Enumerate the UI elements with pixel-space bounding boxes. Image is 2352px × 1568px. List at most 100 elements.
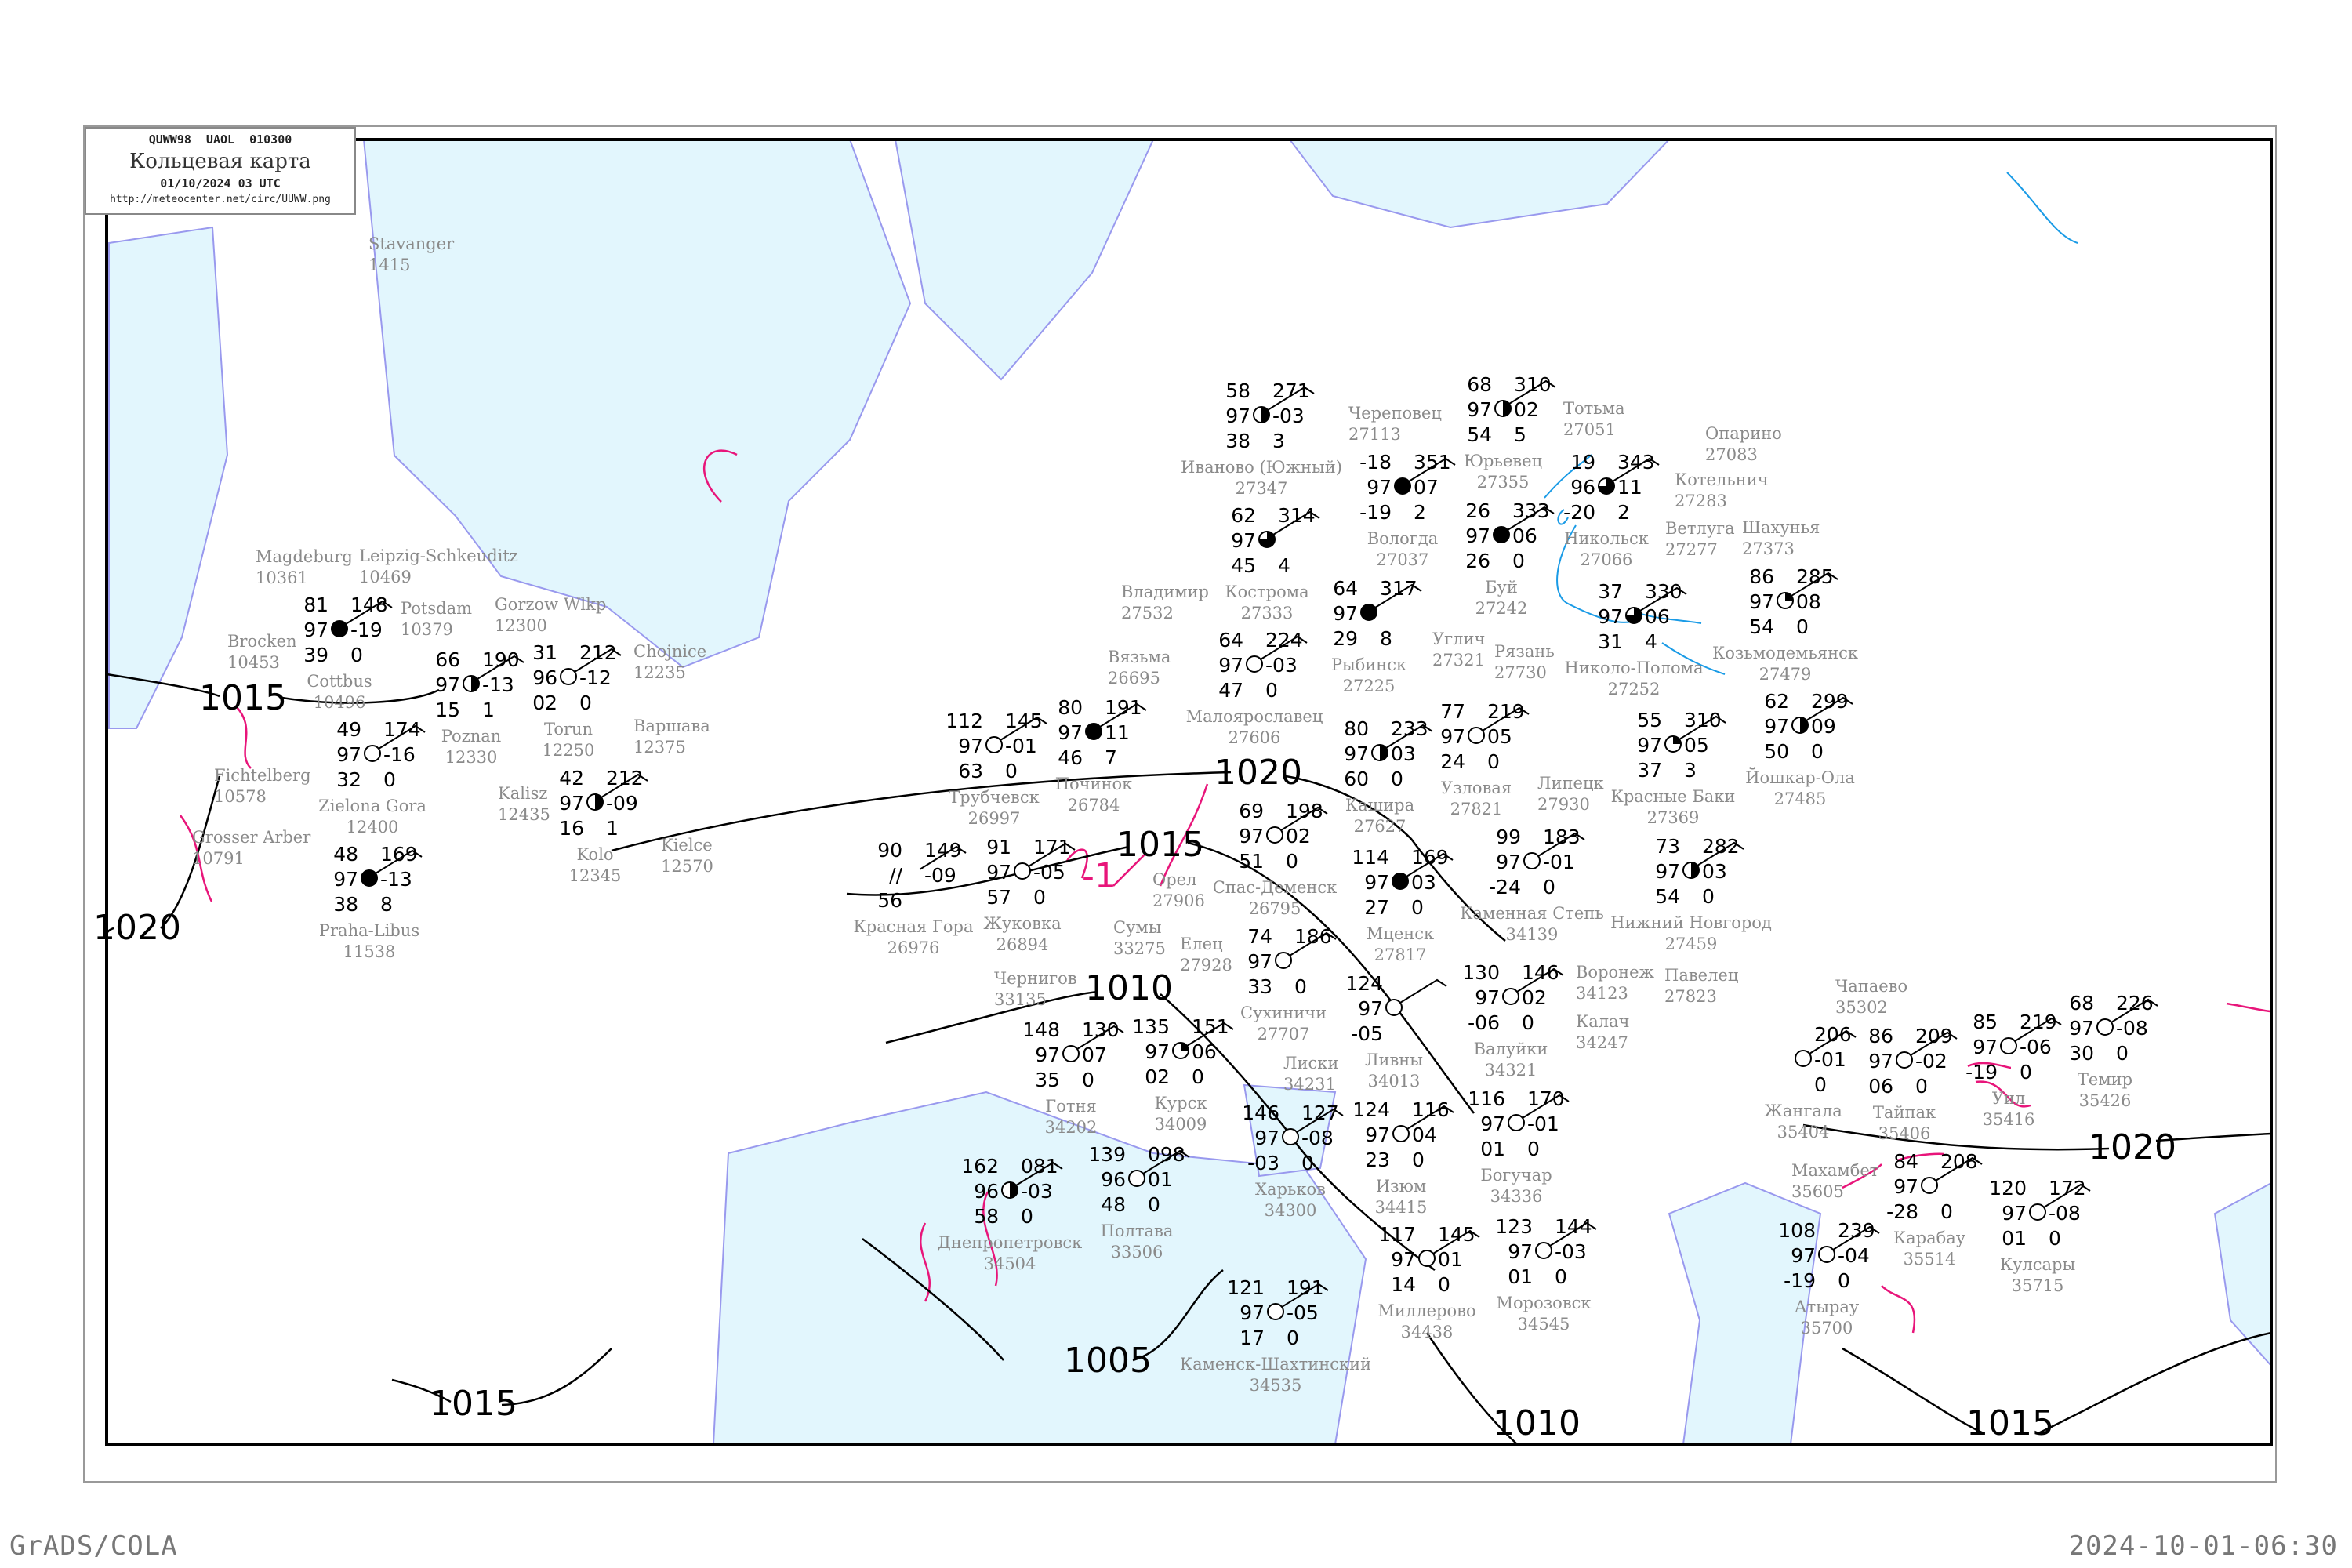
cloud-cover-icon (1818, 1246, 1835, 1263)
temperature: -18 (1359, 451, 1392, 474)
station-label: Варшава 12375 (633, 717, 710, 757)
source-url[interactable]: http://meteocenter.net/circ/UUWW.png (110, 194, 331, 205)
station-name: Буй (1485, 578, 1518, 597)
wind-barb-icon (1076, 1025, 1124, 1050)
wind-barb-icon (1260, 635, 1308, 660)
station-label: Лиски 34231 (1283, 1054, 1338, 1094)
pressure-hundreds: 97 (1035, 1044, 1060, 1066)
station-id: 27051 (1563, 420, 1616, 439)
station-plot[interactable]: 148 97 35 130 07 0 Готня 34202 (1022, 1018, 1124, 1137)
precipitation: 5 (1514, 423, 1526, 446)
temperature: 68 (2069, 992, 2094, 1014)
station-id: 34247 (1576, 1033, 1628, 1052)
temperature: 19 (1570, 451, 1595, 474)
station-plot[interactable]: 58 97 38 271 -03 3 Иваново (Южный) 27347 (1181, 379, 1342, 498)
station-name: Cottbus (307, 672, 372, 691)
pressure-tendency: -01 (1527, 1112, 1559, 1135)
station-plot[interactable]: 90//56 149-09 Красная Гора 26976 (854, 839, 974, 957)
station-plot[interactable]: 85 97 -19 219 -06 0 Уил 35416 (1965, 1011, 2062, 1129)
station-name: Каменная Степь (1460, 904, 1604, 923)
precipitation: 0 (1082, 1069, 1094, 1091)
station-name: Углич (1432, 630, 1485, 648)
station-plot[interactable]: 146 97 -03 127 -08 0 Харьков 34300 (1242, 1102, 1344, 1220)
pressure: 130 (1082, 1018, 1120, 1041)
wind-barb-icon (1015, 1161, 1063, 1186)
station-plot[interactable]: 112 97 63 145 -01 0 Трубчевск 26997 (946, 710, 1047, 828)
station-id: 27459 (1665, 935, 1718, 953)
pressure-hundreds: 97 (1598, 605, 1623, 628)
cloud-cover-icon (1266, 826, 1283, 844)
dewpoint: 01 (1480, 1138, 1505, 1160)
station-name: Валуйки (1474, 1040, 1548, 1058)
station-plot[interactable]: 206-010 Жангала 35404 (1764, 1023, 1857, 1142)
pressure-hundreds: 97 (1058, 721, 1083, 744)
pressure-hundreds: 97 (1247, 950, 1272, 973)
temperature: 121 (1227, 1276, 1265, 1299)
station-label: Brocken 10453 (227, 632, 297, 672)
wind-barb-icon (345, 600, 393, 625)
dewpoint: 02 (532, 691, 557, 714)
precipitation: 0 (1286, 850, 1298, 873)
station-id: 35406 (1878, 1124, 1931, 1143)
station-id: 1415 (368, 256, 410, 274)
pressure-tendency: 06 (1192, 1040, 1217, 1063)
station-name: Орел (1152, 870, 1196, 889)
precipitation: 0 (1543, 876, 1555, 898)
wind-barb-icon (2014, 1017, 2062, 1042)
dewpoint: 54 (1749, 615, 1774, 638)
temperature: 42 (559, 767, 584, 789)
cloud-cover-icon (2029, 1203, 2046, 1221)
temperature: 77 (1440, 700, 1465, 723)
station-id: 27083 (1705, 445, 1758, 464)
station-name: Кулсары (2000, 1255, 2075, 1274)
station-id: 12235 (633, 663, 686, 682)
station-plot[interactable]: 81 97 39 148 -19 0 Cottbus 10496 (303, 593, 393, 712)
station-plot[interactable]: 99 97 -24 183 -01 0 Каменная Степь 34139 (1460, 826, 1604, 944)
station-id: 35514 (1904, 1250, 1956, 1269)
cloud-cover-icon (364, 745, 381, 762)
temperature: 86 (1749, 565, 1774, 588)
north-sea (108, 226, 229, 729)
isobar-label: 1015 (1116, 825, 1204, 865)
isobar-line (862, 1238, 1224, 1362)
